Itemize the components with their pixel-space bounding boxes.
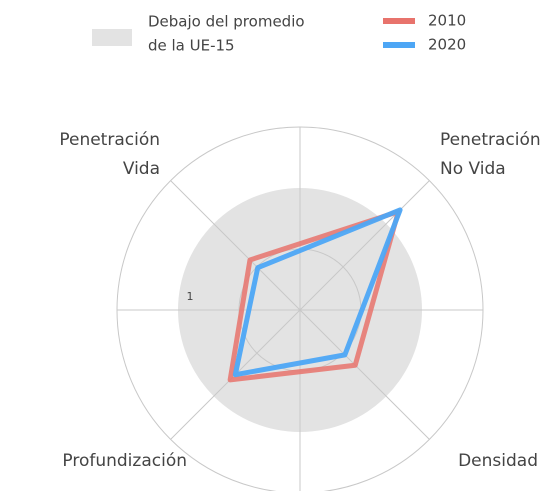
series-line	[232, 207, 403, 378]
category-label: No Vida	[440, 159, 506, 179]
category-label: Penetración	[59, 130, 160, 150]
spoke	[170, 180, 301, 311]
legend-label: Debajo del promedio	[148, 13, 305, 31]
spoke	[299, 309, 430, 440]
legend-label: 2020	[428, 36, 466, 54]
category-label: Vida	[123, 159, 160, 179]
category-label: Profundización	[62, 451, 187, 471]
legend-label: 2010	[428, 12, 466, 30]
legend-band-swatch	[92, 29, 132, 46]
legend-label: de la UE-15	[148, 37, 235, 55]
category-label: Densidad	[458, 451, 538, 471]
category-label: Penetración	[440, 130, 541, 150]
spoke	[299, 180, 430, 311]
series-line	[227, 209, 401, 383]
r-tick-label: 1	[187, 290, 194, 303]
